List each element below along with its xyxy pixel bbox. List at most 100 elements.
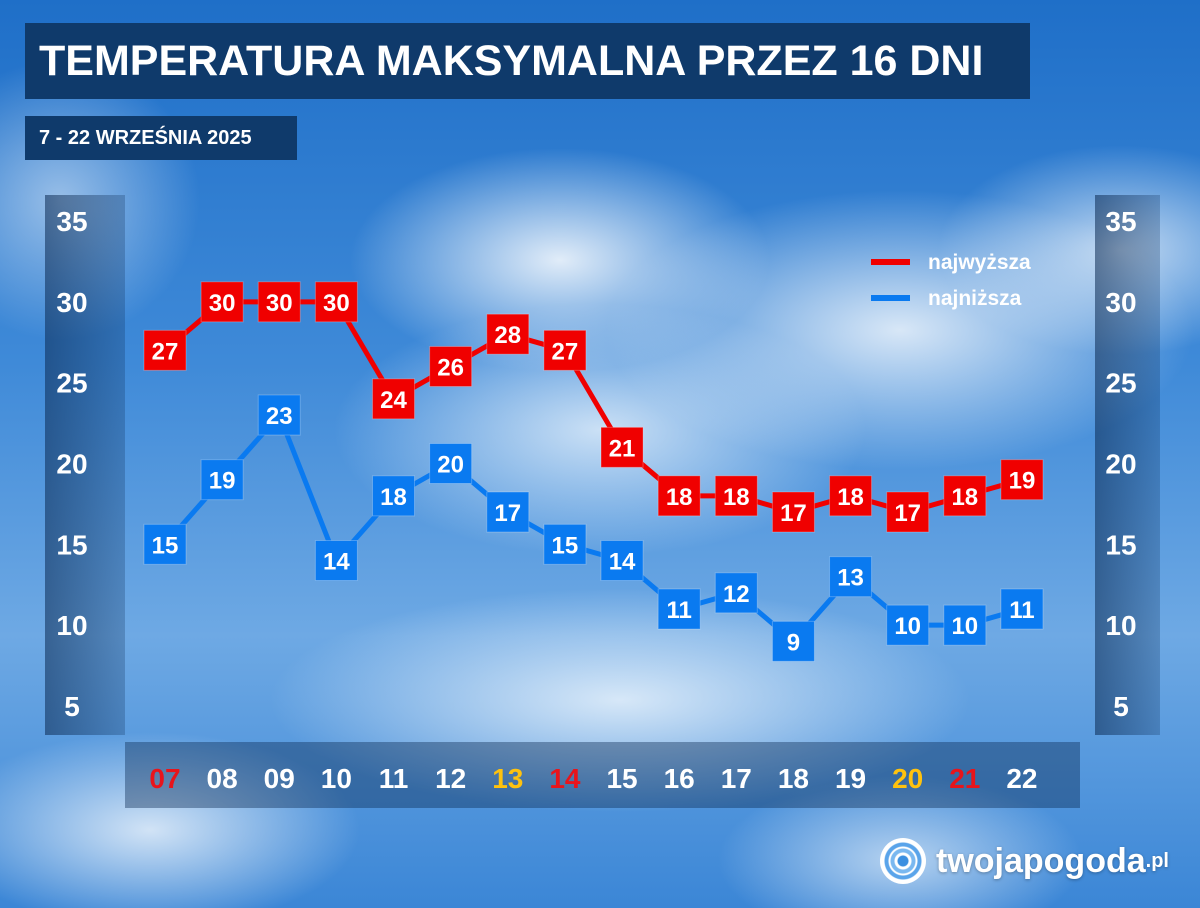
data-label: 17	[894, 500, 921, 527]
data-point-marker	[886, 604, 930, 646]
y-tick-right: 30	[1105, 287, 1136, 318]
data-point-marker	[314, 281, 358, 323]
x-tick-label: 13	[492, 763, 523, 794]
data-label: 17	[780, 500, 807, 527]
data-point-marker	[429, 443, 473, 484]
data-label: 27	[552, 338, 579, 365]
series-line-1	[163, 412, 1023, 644]
brand-logo: twojapogoda .pl	[880, 838, 1169, 884]
x-tick-label: 08	[207, 763, 238, 794]
data-point-marker	[657, 475, 701, 517]
y-tick-left: 5	[64, 691, 80, 722]
y-tick-right: 15	[1105, 529, 1136, 560]
data-point-marker	[943, 604, 987, 646]
data-point-marker	[829, 556, 873, 598]
data-point-marker	[200, 281, 244, 323]
data-label: 12	[723, 581, 750, 608]
y-axis-left-band	[45, 195, 125, 735]
data-label: 11	[666, 597, 691, 624]
data-point-marker	[372, 378, 416, 420]
data-label: 10	[951, 613, 978, 640]
data-label: 10	[894, 613, 921, 640]
data-label: 17	[494, 500, 521, 527]
y-tick-left: 10	[56, 610, 87, 641]
logo-tld: .pl	[1145, 849, 1169, 872]
series-line-0	[163, 299, 1023, 515]
x-tick-label: 07	[149, 763, 180, 794]
data-point-marker	[1000, 459, 1044, 501]
data-label: 19	[1009, 468, 1036, 495]
x-tick-label: 17	[721, 763, 752, 794]
logo-rings-icon	[880, 838, 926, 884]
data-point-marker	[543, 329, 587, 371]
data-label: 14	[609, 549, 636, 576]
chart-subtitle: 7 - 22 WRZEŚNIA 2025	[25, 116, 297, 160]
data-label: 11	[1009, 597, 1034, 624]
data-label: 24	[380, 387, 407, 414]
x-tick-label: 22	[1006, 763, 1037, 794]
y-tick-left: 35	[56, 206, 87, 237]
x-tick-label: 20	[892, 763, 923, 794]
data-label: 30	[209, 290, 236, 317]
data-label: 18	[837, 484, 864, 511]
data-label: 30	[266, 290, 293, 317]
chart-title: TEMPERATURA MAKSYMALNA PRZEZ 16 DNI	[25, 23, 1030, 99]
data-point-marker	[771, 491, 815, 533]
y-tick-left: 15	[56, 529, 87, 560]
data-label: 30	[323, 290, 350, 317]
x-axis-band	[125, 742, 1080, 808]
data-point-marker	[486, 491, 530, 533]
y-tick-right: 25	[1105, 368, 1136, 399]
x-tick-label: 16	[664, 763, 695, 794]
data-label: 18	[380, 484, 407, 511]
logo-text: twojapogoda	[936, 841, 1146, 880]
data-label: 28	[494, 322, 521, 349]
x-tick-label: 10	[321, 763, 352, 794]
data-point-marker	[829, 475, 873, 517]
data-point-marker	[143, 523, 187, 565]
data-label: 21	[609, 435, 636, 462]
data-point-marker	[257, 281, 301, 323]
x-tick-label: 18	[778, 763, 809, 794]
data-label: 15	[552, 532, 579, 559]
data-label: 9	[787, 629, 800, 656]
data-point-marker	[257, 394, 301, 436]
legend-label: najniższa	[928, 287, 1022, 310]
data-point-marker	[372, 475, 416, 517]
data-point-marker	[486, 313, 530, 355]
data-point-marker	[943, 475, 987, 517]
data-point-marker	[429, 346, 473, 387]
data-label: 27	[152, 338, 179, 365]
y-tick-left: 20	[56, 449, 87, 480]
x-tick-label: 15	[606, 763, 637, 794]
x-tick-label: 14	[549, 763, 581, 794]
data-label: 23	[266, 403, 293, 430]
x-tick-label: 09	[264, 763, 295, 794]
y-tick-left: 30	[56, 287, 87, 318]
data-point-marker	[314, 540, 358, 581]
data-point-marker	[886, 491, 930, 533]
data-label: 13	[837, 565, 864, 592]
data-label: 18	[666, 484, 693, 511]
legend-label: najwyższa	[928, 251, 1031, 274]
data-point-marker	[714, 572, 758, 614]
data-point-marker	[543, 523, 587, 565]
data-point-marker	[657, 588, 701, 630]
data-point-marker	[1000, 588, 1044, 630]
y-tick-right: 35	[1105, 206, 1136, 237]
data-label: 14	[323, 549, 350, 576]
y-axis-right-band	[1095, 195, 1160, 735]
y-tick-right: 10	[1105, 610, 1136, 641]
data-point-marker	[714, 475, 758, 517]
data-label: 26	[437, 355, 464, 382]
x-tick-label: 11	[379, 763, 409, 794]
data-point-marker	[600, 540, 644, 581]
x-tick-label: 21	[949, 763, 980, 794]
data-label: 18	[723, 484, 750, 511]
y-tick-right: 5	[1113, 691, 1129, 722]
data-point-marker	[200, 459, 244, 501]
data-label: 15	[152, 532, 179, 559]
data-point-marker	[143, 329, 187, 371]
y-tick-right: 20	[1105, 449, 1136, 480]
